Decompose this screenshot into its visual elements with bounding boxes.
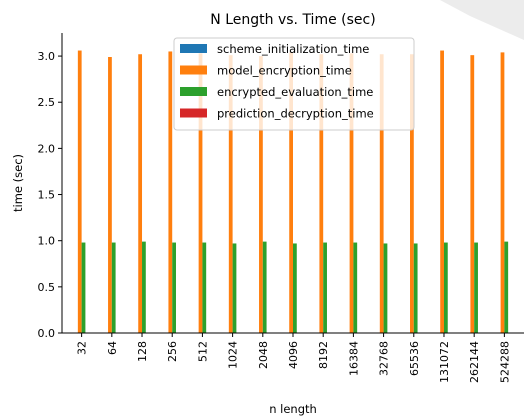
bar-encrypted_evaluation_time-32	[81, 242, 86, 333]
y-tick-label: 2.5	[38, 96, 56, 109]
bar-model_encryption_time-262144	[470, 55, 475, 334]
bar-encrypted_evaluation_time-524288	[504, 241, 509, 333]
x-tick-label: 512	[196, 341, 209, 362]
legend-label-scheme_initialization_time: scheme_initialization_time	[217, 42, 369, 56]
legend-label-prediction_decryption_time: prediction_decryption_time	[217, 107, 374, 121]
bar-encrypted_evaluation_time-512	[202, 242, 207, 333]
y-axis-label: time (sec)	[11, 154, 25, 212]
legend-label-model_encryption_time: model_encryption_time	[217, 64, 352, 78]
bar-model_encryption_time-128	[138, 54, 143, 333]
x-tick-label: 32768	[378, 341, 391, 376]
x-axis-label: n length	[269, 402, 317, 416]
x-tick-label: 16384	[347, 341, 360, 376]
legend: scheme_initialization_time model_encrypti…	[173, 37, 415, 131]
x-tick-label: 131072	[438, 341, 451, 383]
legend-label-encrypted_evaluation_time: encrypted_evaluation_time	[217, 85, 373, 99]
bar-encrypted_evaluation_time-32768	[383, 243, 388, 333]
bar-model_encryption_time-524288	[500, 52, 505, 333]
bar-model_encryption_time-2048	[259, 56, 263, 333]
bar-encrypted_evaluation_time-262144	[474, 242, 478, 333]
y-tick-label: 3.0	[38, 50, 56, 63]
y-tick-label: 1.0	[38, 235, 56, 248]
bar-encrypted_evaluation_time-128	[142, 241, 146, 333]
y-axis: 0.0 0.5 1.0 1.5 2.0 2.5 3.0	[38, 50, 62, 340]
bar-model_encryption_time-65536	[410, 54, 414, 333]
x-tick-label: 64	[106, 341, 119, 355]
bar-model_encryption_time-256	[168, 51, 173, 334]
y-tick-label: 1.5	[38, 189, 56, 202]
axes-frame	[61, 33, 524, 334]
bar-encrypted_evaluation_time-2048	[262, 241, 267, 333]
bar-model_encryption_time-64	[108, 57, 112, 333]
bar-encrypted_evaluation_time-4096	[293, 243, 297, 333]
y-tick-label: 0.0	[38, 327, 56, 340]
legend-swatch-prediction_decryption_time	[180, 108, 207, 118]
bar-encrypted_evaluation_time-256	[172, 242, 176, 333]
bar-encrypted_evaluation_time-1024	[232, 243, 237, 333]
bar-model_encryption_time-4096	[289, 52, 293, 333]
bar-model_encryption_time-512	[198, 53, 203, 334]
bar-encrypted_evaluation_time-64	[111, 242, 116, 333]
watermark-shape	[440, 0, 524, 40]
bar-encrypted_evaluation_time-65536	[413, 243, 418, 333]
bar-model_encryption_time-32	[77, 50, 82, 333]
x-tick-label: 2048	[257, 341, 270, 369]
bar-encrypted_evaluation_time-16384	[353, 242, 358, 333]
bar-encrypted_evaluation_time-131072	[443, 242, 448, 333]
bars-group	[74, 50, 512, 334]
x-tick-label: 4096	[287, 341, 300, 369]
x-tick-label: 65536	[408, 341, 421, 376]
x-tick-label: 524288	[498, 341, 511, 383]
x-tick-label: 1024	[227, 341, 240, 369]
x-tick-label: 262144	[468, 341, 481, 383]
bar-encrypted_evaluation_time-8192	[323, 242, 327, 333]
legend-swatch-scheme_initialization_time	[180, 44, 207, 53]
x-tick-label: 128	[136, 341, 149, 362]
legend-swatch-model_encryption_time	[180, 65, 207, 75]
bar-model_encryption_time-1024	[228, 55, 233, 334]
chart-title: N Length vs. Time (sec)	[210, 12, 375, 28]
bar-model_encryption_time-131072	[440, 50, 444, 333]
y-tick-label: 0.5	[38, 281, 56, 294]
x-axis: 32 64 128 256 512 1024 2048 4096 8192 16384 32768 6…	[76, 333, 511, 383]
bar-model_encryption_time-8192	[319, 54, 324, 333]
bar-model_encryption_time-32768	[379, 54, 384, 333]
legend-swatch-encrypted_evaluation_time	[180, 87, 207, 96]
x-tick-label: 32	[76, 341, 89, 355]
legend-frame	[173, 37, 415, 131]
y-tick-label: 2.0	[38, 142, 56, 155]
x-tick-label: 256	[166, 341, 179, 362]
x-tick-label: 8192	[317, 341, 330, 369]
bar-model_encryption_time-16384	[349, 53, 354, 334]
